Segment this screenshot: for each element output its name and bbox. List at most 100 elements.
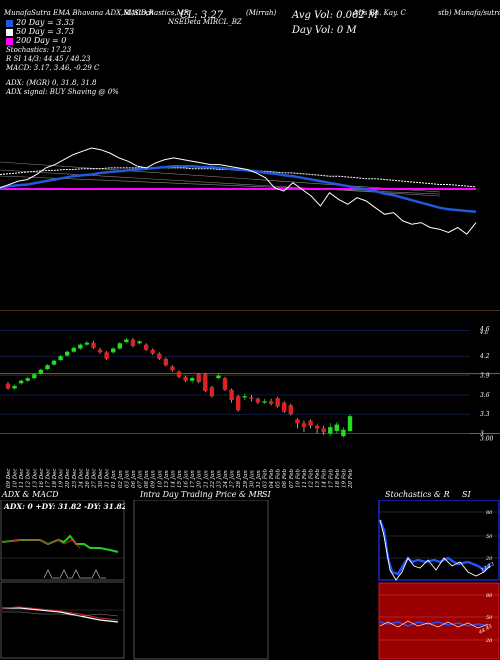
candle-body-6 [45,365,50,370]
date-label-21: 08 Jan [144,470,150,488]
stoch-tick-2: 20 [485,556,493,562]
date-label-9: 20 Dec [65,469,71,490]
adx-frame [0,500,125,581]
candle-body-32 [216,375,221,379]
date-label-18: 03 Jan [124,470,130,488]
header-right1: Mfs Bh. Kay. C [354,9,406,17]
price-tick-label-5: 3 [480,431,484,438]
price-tick-label-1: 4.2 [479,353,490,360]
candle-body-30 [203,374,208,392]
date-label-33: 24 Jan [223,470,229,489]
candle-body-8 [58,356,63,361]
adx-stat: ADX: (MGR) 0, 31.8, 31.8 [6,79,97,87]
candle-body-4 [32,374,37,379]
candle-body-40 [268,401,274,404]
date-label-37: 30 Jan [249,470,255,488]
stochastics-stat: Stochastics: 17.23 [6,46,72,54]
candle-body-23 [157,353,162,359]
date-label-40: 04 Feb [269,468,275,488]
candle-body-36 [242,396,247,398]
date-label-6: 17 Dec [45,469,51,489]
candle-body-33 [222,378,228,390]
candle-body-46 [308,420,313,426]
legend-ema200-label: 200 Day = 0 [16,36,67,45]
date-label-39: 03 Feb [263,468,269,488]
rsi-signal-line [379,620,489,629]
candle-body-52 [347,416,353,431]
candle-body-44 [295,419,300,424]
candle-body-27 [183,376,188,381]
minus-di-line [1,539,81,549]
date-label-16: 01 Jan [111,470,117,488]
macd-hist-line [2,611,119,617]
rsi-tick-0: 80 [486,593,493,599]
intraday-panel-si: SI [262,490,271,499]
rsi-line [379,621,489,627]
date-label-23: 10 Jan [157,470,163,488]
ema20-line [0,164,477,214]
macd-stat: MACD: 3.17, 3.46, -0.29 C [6,64,100,72]
price-tick-label-top-a: 4.6 [479,330,489,336]
candle-body-11 [78,344,83,349]
date-label-30: 21 Jan [203,470,209,489]
date-label-8: 19 Dec [59,469,65,489]
date-label-19: 06 Jan [131,470,137,488]
plus-di-line [1,534,119,553]
ema20-swatch [6,19,13,27]
candle-body-28 [189,378,195,381]
header-left: MunafaSutra EMA Bhavana ADX,MACD,R [4,9,154,17]
legend-ema20: 20 Day = 3.33 [6,18,74,27]
date-label-5: 16 Dec [39,469,45,489]
trend-line-2 [0,175,441,195]
candle-body-35 [235,396,241,411]
candle-body-25 [170,366,175,371]
trend-line-0 [0,161,441,193]
date-label-49: 17 Feb [328,468,334,488]
candle-body-17 [117,343,123,349]
date-label-27: 16 Jan [184,470,190,488]
macd-signal-line [1,606,119,621]
candle-body-16 [111,348,116,353]
candle-body-50 [334,424,340,431]
legend-ema200: 200 Day = 0 [6,36,66,45]
date-label-28: 17 Jan [190,470,196,488]
intraday-frame [133,500,269,660]
candle-body-51 [341,429,346,437]
date-label-36: 29 Jan [243,470,249,489]
price-tick-label-6: 3.00 [480,436,494,443]
candle-body-15 [104,352,109,359]
candle-body-41 [275,398,280,407]
candle-body-43 [288,405,294,415]
stoch-d-line [379,519,491,581]
date-label-4: 13 Dec [32,469,38,489]
candle-body-24 [163,358,169,366]
date-label-32: 23 Jan [216,470,222,489]
legend-ema50-label: 50 Day = 3.73 [16,27,75,36]
day-vol-label: Day Vol: 0 M [292,25,357,36]
date-label-12: 26 Dec [85,469,91,490]
rsi-tick-2: 20 [485,638,493,644]
candle-body-2 [18,380,24,384]
date-label-47: 13 Feb [315,468,321,488]
date-label-35: 28 Jan [236,470,242,489]
rsi-tick-1: 50 [486,615,493,621]
date-label-14: 30 Dec [98,469,104,489]
price-tick-label-3: 3.6 [480,392,490,399]
date-label-17: 02 Jan [118,470,124,488]
close-price-line [0,147,477,235]
candle-body-29 [196,374,201,382]
candle-body-21 [143,344,149,350]
candle-body-1 [12,385,17,389]
intraday-panel-title: Intra Day Trading Price & MR [140,490,263,499]
date-label-0: 09 Dec [6,469,12,489]
date-label-13: 27 Dec [92,469,98,490]
price-tick-label-2: 3.9 [480,373,490,380]
candle-body-18 [124,339,129,343]
candle-body-34 [229,389,234,401]
intraday-panel [133,500,269,660]
rsi-frame [378,582,500,660]
candle-body-12 [84,342,90,345]
date-label-15: 31 Dec [105,469,111,489]
candle-body-38 [255,398,261,403]
adx-line [43,569,106,579]
